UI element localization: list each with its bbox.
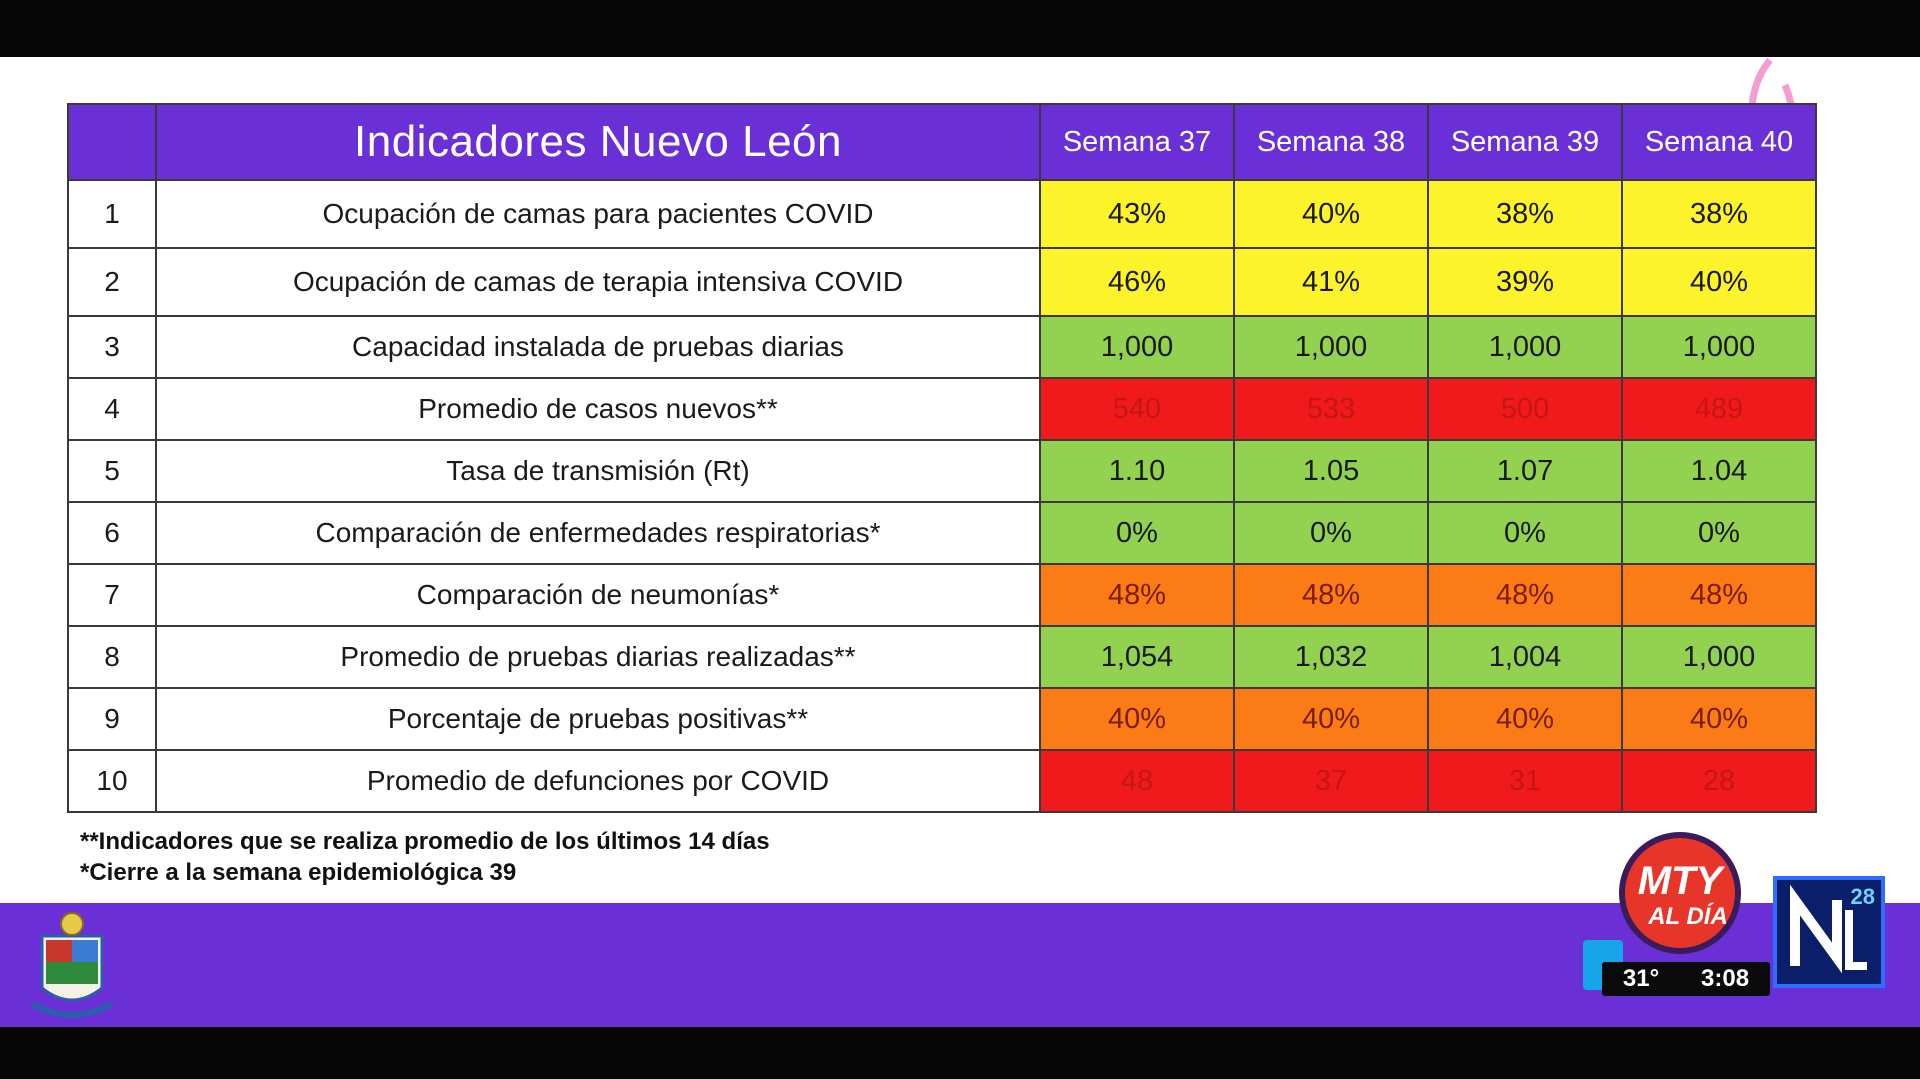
indicator-value: 31: [1427, 749, 1623, 813]
indicator-value: 28: [1621, 749, 1817, 813]
indicator-value: 1,004: [1427, 625, 1623, 689]
letterbox-top: [0, 0, 1920, 57]
indicator-value: 1,000: [1233, 315, 1429, 379]
table-row: 5 Tasa de transmisión (Rt) 1.10 1.05 1.07 1.0…: [67, 439, 1817, 503]
indicator-value: 489: [1621, 377, 1817, 441]
indicator-label: Porcentaje de pruebas positivas**: [155, 687, 1041, 751]
row-number: 2: [67, 247, 157, 317]
indicator-value: 39%: [1427, 247, 1623, 317]
indicator-value: 540: [1039, 377, 1235, 441]
indicator-value: 40%: [1233, 179, 1429, 249]
row-number: 6: [67, 501, 157, 565]
table-header-row: Indicadores Nuevo León Semana 37 Semana …: [67, 103, 1817, 181]
table-row: 8 Promedio de pruebas diarias realizadas*…: [67, 625, 1817, 689]
table-row: 6 Comparación de enfermedades respiratori…: [67, 501, 1817, 565]
temperature: 31°: [1622, 965, 1660, 992]
indicator-value: 1.05: [1233, 439, 1429, 503]
indicator-value: 1,000: [1621, 625, 1817, 689]
channel-n-glyph-icon: [1790, 884, 1867, 974]
indicator-label: Ocupación de camas de terapia intensiva …: [155, 247, 1041, 317]
row-number: 7: [67, 563, 157, 627]
indicator-value: 533: [1233, 377, 1429, 441]
table-title: Indicadores Nuevo León: [155, 103, 1041, 181]
indicator-value: 1.04: [1621, 439, 1817, 503]
indicator-value: 48: [1039, 749, 1235, 813]
indicators-table: Indicadores Nuevo León Semana 37 Semana …: [67, 103, 1817, 813]
row-number: 10: [67, 749, 157, 813]
indicator-value: 40%: [1427, 687, 1623, 751]
row-number: 3: [67, 315, 157, 379]
table-row: 4 Promedio de casos nuevos** 540 533 500 489: [67, 377, 1817, 441]
week-header: Semana 37: [1039, 103, 1235, 181]
indicator-value: 1,000: [1039, 315, 1235, 379]
letterbox-bottom: [0, 1027, 1920, 1079]
footnotes: **Indicadores que se realiza promedio de…: [80, 826, 770, 888]
indicator-value: 1.07: [1427, 439, 1623, 503]
table-row: 1 Ocupación de camas para pacientes COVID…: [67, 179, 1817, 249]
indicator-label: Ocupación de camas para pacientes COVID: [155, 179, 1041, 249]
indicator-value: 38%: [1427, 179, 1623, 249]
table-row: 10 Promedio de defunciones por COVID 48 37 3…: [67, 749, 1817, 813]
row-number: 1: [67, 179, 157, 249]
footnote-averages: **Indicadores que se realiza promedio de…: [80, 828, 770, 855]
show-logo-line1: MTY: [1638, 859, 1726, 903]
table-row: 9 Porcentaje de pruebas positivas** 40% 40%…: [67, 687, 1817, 751]
table-row: 3 Capacidad instalada de pruebas diarias 1…: [67, 315, 1817, 379]
indicator-value: 40%: [1233, 687, 1429, 751]
indicator-value: 40%: [1621, 247, 1817, 317]
show-logo-line2: AL DÍA: [1647, 902, 1728, 930]
state-emblem-icon: [30, 912, 114, 1018]
table-row: 2 Ocupación de camas de terapia intensiva…: [67, 247, 1817, 317]
indicator-value: 1,032: [1233, 625, 1429, 689]
indicator-value: 0%: [1427, 501, 1623, 565]
indicator-value: 37: [1233, 749, 1429, 813]
indicator-value: 40%: [1621, 687, 1817, 751]
table-body: 1 Ocupación de camas para pacientes COVID…: [67, 179, 1817, 813]
indicator-value: 1,000: [1427, 315, 1623, 379]
indicator-value: 48%: [1039, 563, 1235, 627]
indicator-value: 1,054: [1039, 625, 1235, 689]
indicator-value: 500: [1427, 377, 1623, 441]
indicator-value: 0%: [1621, 501, 1817, 565]
indicator-label: Comparación de neumonías*: [155, 563, 1041, 627]
indicator-label: Comparación de enfermedades respiratoria…: [155, 501, 1041, 565]
mty-al-dia-logo-icon: MTY AL DÍA: [1619, 832, 1741, 954]
channel-n-logo-icon: 28: [1773, 876, 1885, 988]
indicator-value: 46%: [1039, 247, 1235, 317]
indicator-label: Promedio de pruebas diarias realizadas**: [155, 625, 1041, 689]
indicator-value: 41%: [1233, 247, 1429, 317]
indicator-label: Tasa de transmisión (Rt): [155, 439, 1041, 503]
indicator-value: 0%: [1233, 501, 1429, 565]
indicator-value: 1.10: [1039, 439, 1235, 503]
clock-time: 3:08: [1701, 965, 1750, 992]
indicator-label: Promedio de casos nuevos**: [155, 377, 1041, 441]
indicator-label: Promedio de defunciones por COVID: [155, 749, 1041, 813]
channel-number: 28: [1850, 884, 1875, 909]
row-number: 9: [67, 687, 157, 751]
indicator-value: 43%: [1039, 179, 1235, 249]
indicator-value: 48%: [1621, 563, 1817, 627]
indicator-value: 48%: [1233, 563, 1429, 627]
indicator-value: 48%: [1427, 563, 1623, 627]
indicator-value: 0%: [1039, 501, 1235, 565]
week-header: Semana 38: [1233, 103, 1429, 181]
weather-clock-strip: 31° 3:08: [1602, 962, 1770, 996]
indicator-label: Capacidad instalada de pruebas diarias: [155, 315, 1041, 379]
indicator-value: 38%: [1621, 179, 1817, 249]
row-number: 8: [67, 625, 157, 689]
header-number-cell: [67, 103, 157, 181]
week-header: Semana 39: [1427, 103, 1623, 181]
indicator-value: 1,000: [1621, 315, 1817, 379]
row-number: 4: [67, 377, 157, 441]
table-row: 7 Comparación de neumonías* 48% 48% 48% 48%: [67, 563, 1817, 627]
week-header: Semana 40: [1621, 103, 1817, 181]
row-number: 5: [67, 439, 157, 503]
footnote-epi-week: *Cierre a la semana epidemiológica 39: [80, 859, 517, 886]
indicator-value: 40%: [1039, 687, 1235, 751]
